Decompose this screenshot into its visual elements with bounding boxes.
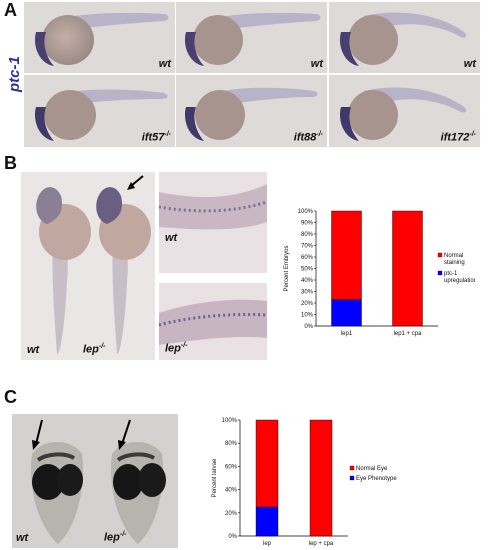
- caption-lep: lep-/-: [83, 343, 106, 356]
- y-tick-label: 80%: [225, 441, 238, 447]
- legend-label-line: Normal: [444, 253, 463, 259]
- y-tick-label: 100%: [298, 209, 314, 215]
- panel-a-letter: A: [4, 0, 17, 20]
- arrow-icon: [127, 175, 144, 190]
- legend-swatch: [349, 465, 355, 471]
- arrow-icon: [118, 419, 131, 450]
- chart-b: Percent Embryos 0% 10% 20% 30% 40% 50% 60% 70% 80…: [280, 205, 475, 345]
- embryo-photo-wt-2: wt: [176, 2, 327, 73]
- y-axis-label: Percent larvae: [212, 458, 218, 497]
- caption-wt: wt: [165, 232, 178, 244]
- gene-label-ptc1: ptc-1: [6, 56, 23, 92]
- legend-swatch: [349, 475, 355, 481]
- caption-genotype: wt: [463, 58, 476, 70]
- bar-segment: [309, 419, 333, 537]
- bar-segment: [392, 210, 423, 327]
- caption-wt: wt: [27, 344, 40, 356]
- caption-lep: lep-/-: [165, 342, 188, 355]
- y-tick-label: 100%: [222, 418, 238, 424]
- y-tick-label: 0%: [304, 324, 313, 330]
- caption-lep: lep-/-: [104, 531, 127, 544]
- y-tick-label: 0%: [228, 534, 237, 540]
- chart-c: Percent larvae 0% 20% 40% 60% 80% 100% lep lep +…: [208, 412, 478, 550]
- legend-label: Normal staining: [444, 253, 465, 266]
- legend-label-line: staining: [444, 260, 465, 266]
- x-category-label: lep1: [341, 331, 353, 337]
- caption-genotype: ift172-/-: [440, 131, 476, 144]
- chart-c-svg: Percent larvae 0% 20% 40% 60% 80% 100% lep lep +…: [212, 418, 397, 547]
- caption-wt: wt: [16, 532, 29, 544]
- legend-label-line: upregulation: [444, 278, 475, 284]
- y-tick-label: 70%: [301, 244, 314, 250]
- panel-b-embryo-photo: wt lep-/-: [21, 172, 155, 360]
- bar-segment: [331, 299, 362, 327]
- y-tick-label: 40%: [301, 278, 314, 284]
- y-tick-label: 10%: [301, 313, 314, 319]
- bar-segment: [255, 419, 279, 508]
- legend-swatch: [437, 252, 443, 258]
- chart-b-svg: Percent Embryos 0% 10% 20% 30% 40% 50% 60% 70% 80…: [284, 209, 475, 337]
- panel-c-larvae-photo: wt lep-/-: [12, 414, 178, 548]
- legend-label: ptc-1 upregulation: [444, 271, 475, 284]
- embryo-photo-ift57: ift57-/-: [24, 75, 175, 147]
- caption-genotype: ift57-/-: [141, 131, 171, 144]
- arrow-icon: [32, 419, 43, 450]
- embryo-photo-ift172: ift172-/-: [329, 75, 480, 147]
- y-tick-label: 20%: [225, 511, 238, 517]
- y-tick-label: 80%: [301, 232, 314, 238]
- legend-swatch: [437, 270, 443, 276]
- y-tick-label: 90%: [301, 221, 314, 227]
- embryo-photo-wt-3: wt: [329, 2, 480, 73]
- embryo-photo-ift88: ift88-/-: [176, 75, 327, 147]
- caption-genotype: wt: [310, 58, 323, 70]
- x-category-label: lep1 + cpa: [394, 331, 423, 337]
- bar-segment: [255, 506, 279, 537]
- x-category-label: lep + cpa: [309, 541, 334, 547]
- legend-label: Eye Phenotype: [356, 476, 397, 482]
- legend-label-line: ptc-1: [444, 271, 458, 277]
- panel-b-closeup-lep: lep-/-: [159, 283, 267, 360]
- y-tick-label: 30%: [301, 290, 314, 296]
- panel-b-closeup-wt: wt: [159, 172, 267, 273]
- caption-genotype: wt: [158, 58, 171, 70]
- y-axis-label: Percent Embryos: [284, 245, 290, 291]
- caption-genotype: ift88-/-: [293, 131, 323, 144]
- panel-c-letter: C: [4, 387, 17, 407]
- y-tick-label: 40%: [225, 488, 238, 494]
- embryo-photo-wt-1: wt: [24, 2, 175, 73]
- y-tick-label: 60%: [301, 255, 314, 261]
- bar-segment: [331, 210, 362, 300]
- legend-label: Normal Eye: [356, 466, 388, 472]
- y-tick-label: 60%: [225, 464, 238, 470]
- x-category-label: lep: [263, 541, 272, 547]
- y-tick-label: 50%: [301, 267, 314, 273]
- y-tick-label: 20%: [301, 301, 314, 307]
- panel-b-letter: B: [4, 153, 17, 173]
